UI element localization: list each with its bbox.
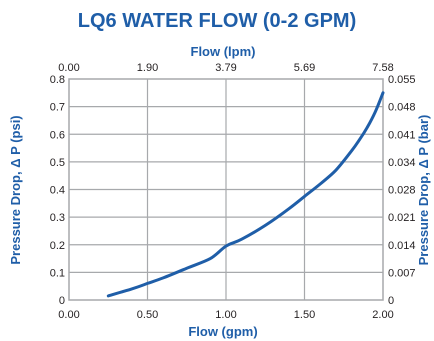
y2-tick-label: 0.021	[388, 212, 416, 224]
y2-tick-label: 0.007	[388, 267, 416, 279]
plot-frame	[68, 78, 384, 301]
y-tick-label: 0.3	[50, 212, 65, 224]
y-tick-label: 0.7	[50, 102, 65, 114]
y2-tick-label: 0	[388, 295, 394, 307]
y-tick-label: 0.8	[50, 74, 65, 86]
x2-tick-label: 7.58	[372, 62, 393, 74]
y-tick-label: 0.6	[50, 129, 65, 141]
y-tick-label: 0.4	[50, 185, 65, 197]
x-tick-label: 2.00	[372, 309, 393, 321]
x-tick-label: 0.50	[137, 309, 158, 321]
plot-area: 0.00 0.50 1.00 1.50 2.000.00 1.90 3.79 5.69 7.58…	[50, 62, 416, 321]
series-line	[106, 91, 385, 298]
y-tick-label: 0.5	[50, 157, 65, 169]
y2-tick-label: 0.055	[388, 74, 416, 86]
x-tick-label: 1.50	[294, 309, 315, 321]
x-tick-label: 0.00	[58, 309, 79, 321]
x2-tick-label: 3.79	[215, 62, 236, 74]
x2-axis-title: Flow (lpm)	[191, 44, 256, 59]
y-tick-label: 0.2	[50, 240, 65, 252]
y-tick-label: 0.1	[50, 267, 65, 279]
y-axis-title: Pressure Drop, Δ P (psi)	[8, 115, 23, 264]
y-tick-label: 0	[59, 295, 65, 307]
x2-tick-label: 0.00	[58, 62, 79, 74]
y2-tick-label: 0.048	[388, 102, 416, 114]
x-tick-label: 1.00	[215, 309, 236, 321]
chart-title: LQ6 WATER FLOW (0-2 GPM)	[78, 10, 357, 32]
y2-tick-label: 0.028	[388, 185, 416, 197]
x2-tick-label: 5.69	[294, 62, 315, 74]
x-axis-title: Flow (gpm)	[188, 324, 257, 339]
y2-tick-label: 0.041	[388, 129, 416, 141]
y2-axis-title: Pressure Drop, Δ P (bar)	[416, 115, 431, 266]
y2-tick-label: 0.014	[388, 240, 416, 252]
x2-tick-label: 1.90	[137, 62, 158, 74]
y2-tick-label: 0.034	[388, 157, 416, 169]
